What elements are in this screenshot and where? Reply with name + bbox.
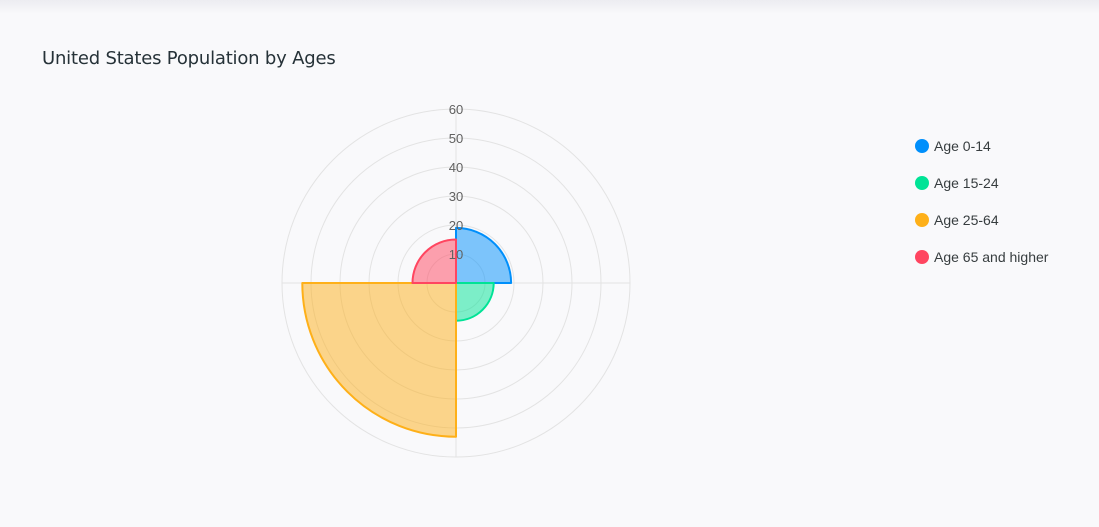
legend-label: Age 65 and higher (934, 249, 1049, 265)
tick-label: 30 (449, 189, 463, 204)
legend-marker (915, 176, 929, 190)
legend-item[interactable]: Age 0-14 (915, 137, 1048, 155)
polar-slice-3[interactable] (301, 282, 457, 438)
legend-item[interactable]: Age 25-64 (915, 211, 1048, 229)
polar-slice-2[interactable] (455, 282, 495, 322)
tick-label: 60 (449, 102, 463, 117)
tick-label: 20 (449, 218, 463, 233)
card-top-shadow (0, 0, 1099, 14)
legend-label: Age 25-64 (934, 212, 999, 228)
polar-slices (301, 226, 513, 438)
legend-item[interactable]: Age 65 and higher (915, 248, 1048, 266)
legend-item[interactable]: Age 15-24 (915, 174, 1048, 192)
polar-slice-1[interactable] (455, 226, 513, 284)
legend-label: Age 15-24 (934, 175, 999, 191)
chart-legend: Age 0-14 Age 15-24 Age 25-64 Age 65 and hig… (915, 137, 1048, 285)
radial-tick-labels: 10 20 30 40 50 60 (449, 102, 463, 262)
legend-marker (915, 250, 929, 264)
legend-label: Age 0-14 (934, 138, 991, 154)
tick-label: 40 (449, 160, 463, 175)
tick-label: 50 (449, 131, 463, 146)
chart-title: United States Population by Ages (42, 48, 336, 69)
legend-marker (915, 213, 929, 227)
polar-slice-4[interactable] (411, 238, 457, 284)
legend-marker (915, 139, 929, 153)
tick-label: 10 (449, 247, 463, 262)
